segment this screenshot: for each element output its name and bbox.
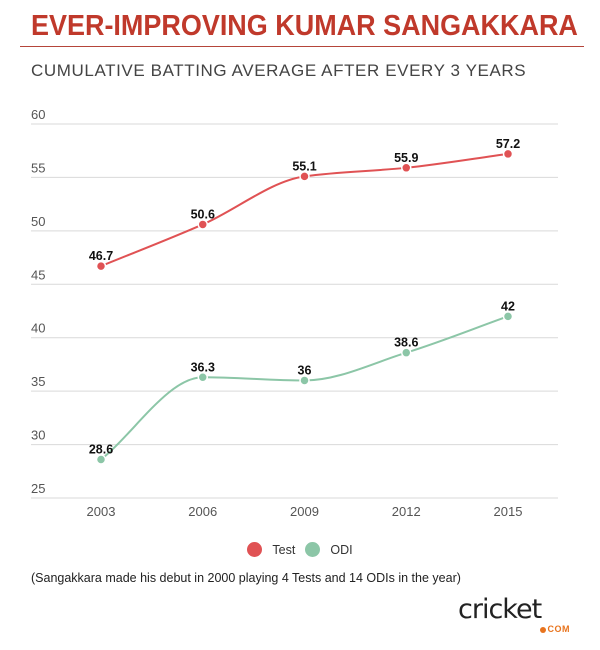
- data-label-odi: 36: [298, 363, 312, 377]
- data-label-odi: 28.6: [89, 443, 113, 457]
- cricket-com-logo: cricket COM: [458, 594, 578, 638]
- data-label-odi: 38.6: [394, 336, 418, 350]
- data-labels: 46.7 50.6 55.1 55.9 57.2 28.6 36.3 36 38.6 42: [89, 137, 520, 457]
- x-tick-label: 2015: [494, 504, 523, 519]
- data-label-test: 55.9: [394, 151, 418, 165]
- logo-suffix: COM: [540, 624, 571, 634]
- x-axis-ticks: 2003 2006 2009 2012 2015: [87, 504, 523, 519]
- data-label-odi: 42: [501, 299, 515, 313]
- x-tick-label: 2003: [87, 504, 116, 519]
- legend-swatch-odi: [305, 542, 321, 557]
- data-label-test: 50.6: [191, 207, 215, 221]
- data-point-test[interactable]: [401, 162, 412, 174]
- data-point-odi[interactable]: [95, 454, 107, 465]
- line-chart: 25 30 35 40 45 50 55 60 2003 2006 2009 2012 2015 46…: [31, 107, 558, 519]
- logo-wordmark: cricket: [458, 594, 542, 625]
- legend-label-odi: ODI: [330, 542, 353, 557]
- y-tick-label: 45: [31, 267, 45, 282]
- legend-swatch-test: [247, 542, 263, 557]
- legend-item-test[interactable]: Test: [247, 542, 295, 557]
- chart-subtitle: CUMULATIVE BATTING AVERAGE AFTER EVERY 3…: [31, 61, 527, 80]
- data-point-test[interactable]: [197, 219, 208, 230]
- y-tick-label: 35: [31, 374, 45, 389]
- data-point-odi[interactable]: [197, 372, 208, 383]
- data-point-test[interactable]: [299, 171, 310, 182]
- legend-item-odi[interactable]: ODI: [305, 542, 353, 557]
- y-tick-label: 25: [31, 481, 45, 496]
- data-label-test: 57.2: [496, 137, 520, 151]
- y-tick-label: 60: [31, 107, 45, 122]
- y-axis-ticks: 25 30 35 40 45 50 55 60: [31, 107, 45, 496]
- x-tick-label: 2012: [392, 504, 421, 519]
- chart-title: EVER-IMPROVING KUMAR SANGAKKARA: [31, 10, 578, 42]
- data-point-test[interactable]: [95, 260, 107, 272]
- title-divider: [20, 46, 584, 47]
- data-point-odi[interactable]: [502, 311, 514, 322]
- data-label-test: 55.1: [292, 159, 316, 173]
- x-tick-label: 2009: [290, 504, 319, 519]
- series-lines: [100, 152, 509, 461]
- legend-label-test: Test: [272, 542, 296, 557]
- legend: Test ODI: [0, 542, 600, 557]
- series-points: [95, 148, 514, 465]
- gridlines: [31, 123, 558, 499]
- x-tick-label: 2006: [188, 504, 217, 519]
- data-point-test[interactable]: [502, 148, 514, 160]
- y-tick-label: 55: [31, 160, 45, 175]
- data-label-odi: 36.3: [191, 360, 215, 374]
- data-label-test: 46.7: [89, 249, 113, 263]
- y-tick-label: 50: [31, 214, 45, 229]
- y-tick-label: 30: [31, 428, 45, 443]
- data-point-odi[interactable]: [401, 347, 412, 358]
- data-point-odi[interactable]: [299, 375, 310, 386]
- footnote: (Sangakkara made his debut in 2000 playi…: [31, 571, 461, 585]
- y-tick-label: 40: [31, 321, 45, 336]
